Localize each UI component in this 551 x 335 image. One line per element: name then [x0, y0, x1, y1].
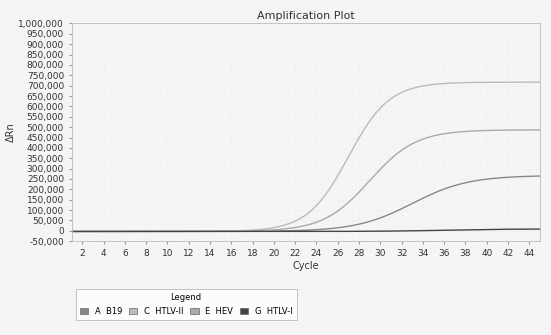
Y-axis label: ΔRn: ΔRn [6, 123, 15, 142]
Title: Amplification Plot: Amplification Plot [257, 11, 355, 21]
X-axis label: Cycle: Cycle [293, 261, 319, 271]
Legend: A  B19, C  HTLV-II, E  HEV, G  HTLV-I: A B19, C HTLV-II, E HEV, G HTLV-I [76, 289, 296, 320]
